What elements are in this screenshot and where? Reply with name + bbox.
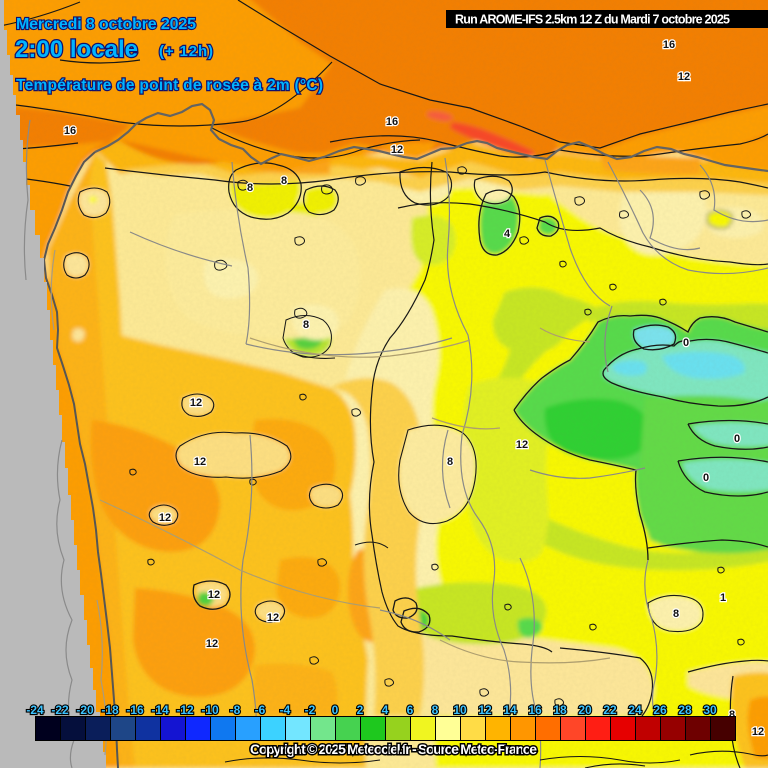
- svg-text:8: 8: [281, 175, 287, 187]
- svg-text:2: 2: [357, 703, 364, 717]
- svg-text:2:00 locale: 2:00 locale: [15, 36, 138, 63]
- svg-text:26: 26: [653, 703, 667, 717]
- svg-text:-4: -4: [280, 703, 291, 717]
- svg-text:28: 28: [678, 703, 692, 717]
- svg-text:16: 16: [528, 703, 542, 717]
- svg-text:1: 1: [720, 592, 726, 604]
- svg-text:8: 8: [729, 709, 735, 721]
- svg-text:8: 8: [247, 182, 253, 194]
- svg-text:-10: -10: [201, 703, 219, 717]
- svg-text:10: 10: [453, 703, 467, 717]
- svg-text:20: 20: [578, 703, 592, 717]
- svg-text:18: 18: [553, 703, 567, 717]
- svg-text:22: 22: [603, 703, 617, 717]
- svg-text:24: 24: [628, 703, 642, 717]
- svg-text:12: 12: [752, 726, 764, 738]
- svg-text:Copyright © 2025 Meteociel.fr: Copyright © 2025 Meteociel.fr - Source M…: [250, 741, 537, 757]
- svg-text:Run AROME-IFS 2.5km 12 Z du Ma: Run AROME-IFS 2.5km 12 Z du Mardi 7 octo…: [455, 13, 730, 27]
- svg-text:(+ 12h): (+ 12h): [159, 43, 213, 60]
- svg-text:Mercredi 8 octobre 2025: Mercredi 8 octobre 2025: [16, 16, 196, 33]
- svg-text:-12: -12: [176, 703, 194, 717]
- svg-text:30: 30: [703, 703, 717, 717]
- svg-text:12: 12: [267, 612, 279, 624]
- svg-text:12: 12: [190, 397, 202, 409]
- svg-text:16: 16: [663, 39, 675, 51]
- svg-text:0: 0: [703, 472, 709, 484]
- svg-text:-16: -16: [126, 703, 144, 717]
- svg-text:12: 12: [159, 512, 171, 524]
- svg-text:12: 12: [516, 439, 528, 451]
- svg-text:-20: -20: [76, 703, 94, 717]
- svg-text:-8: -8: [230, 703, 241, 717]
- svg-text:0: 0: [683, 337, 689, 349]
- svg-text:4: 4: [504, 228, 511, 240]
- svg-text:Température de point de rosée: Température de point de rosée à 2m (°C): [16, 77, 323, 94]
- svg-text:4: 4: [382, 703, 389, 717]
- svg-text:12: 12: [208, 589, 220, 601]
- svg-text:-6: -6: [255, 703, 266, 717]
- svg-text:14: 14: [503, 703, 517, 717]
- svg-text:-2: -2: [305, 703, 316, 717]
- svg-text:12: 12: [478, 703, 492, 717]
- svg-text:6: 6: [407, 703, 414, 717]
- svg-text:8: 8: [432, 703, 439, 717]
- svg-text:0: 0: [734, 433, 740, 445]
- svg-text:12: 12: [206, 638, 218, 650]
- svg-text:8: 8: [447, 456, 453, 468]
- svg-text:16: 16: [64, 125, 76, 137]
- svg-text:8: 8: [303, 319, 309, 331]
- svg-text:16: 16: [386, 116, 398, 128]
- svg-text:-18: -18: [101, 703, 119, 717]
- svg-text:12: 12: [194, 456, 206, 468]
- svg-text:-14: -14: [151, 703, 169, 717]
- svg-text:12: 12: [391, 144, 403, 156]
- svg-text:-24: -24: [26, 703, 44, 717]
- svg-text:8: 8: [673, 608, 679, 620]
- svg-text:-22: -22: [51, 703, 69, 717]
- svg-text:0: 0: [332, 703, 339, 717]
- svg-text:12: 12: [678, 71, 690, 83]
